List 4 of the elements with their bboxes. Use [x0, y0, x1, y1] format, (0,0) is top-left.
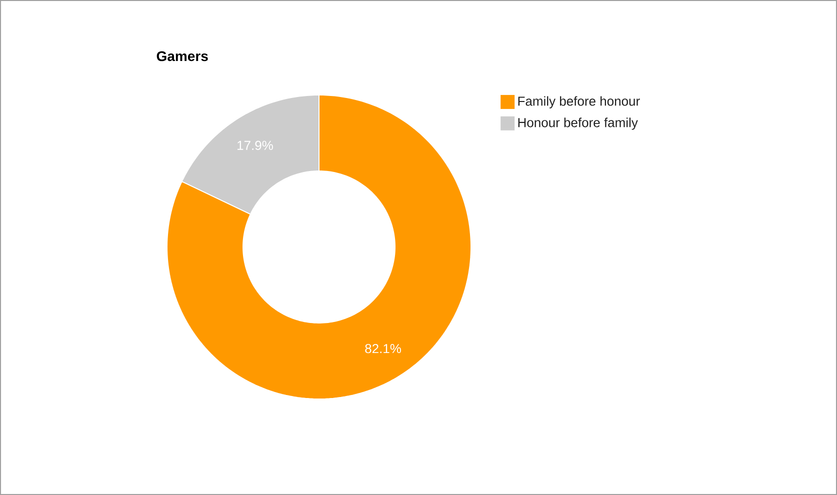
legend-label: Family before honour	[518, 96, 640, 108]
legend-label: Honour before family	[518, 118, 638, 130]
data-label: 82.1%	[365, 344, 401, 354]
chart-title: Gamers	[156, 51, 208, 62]
